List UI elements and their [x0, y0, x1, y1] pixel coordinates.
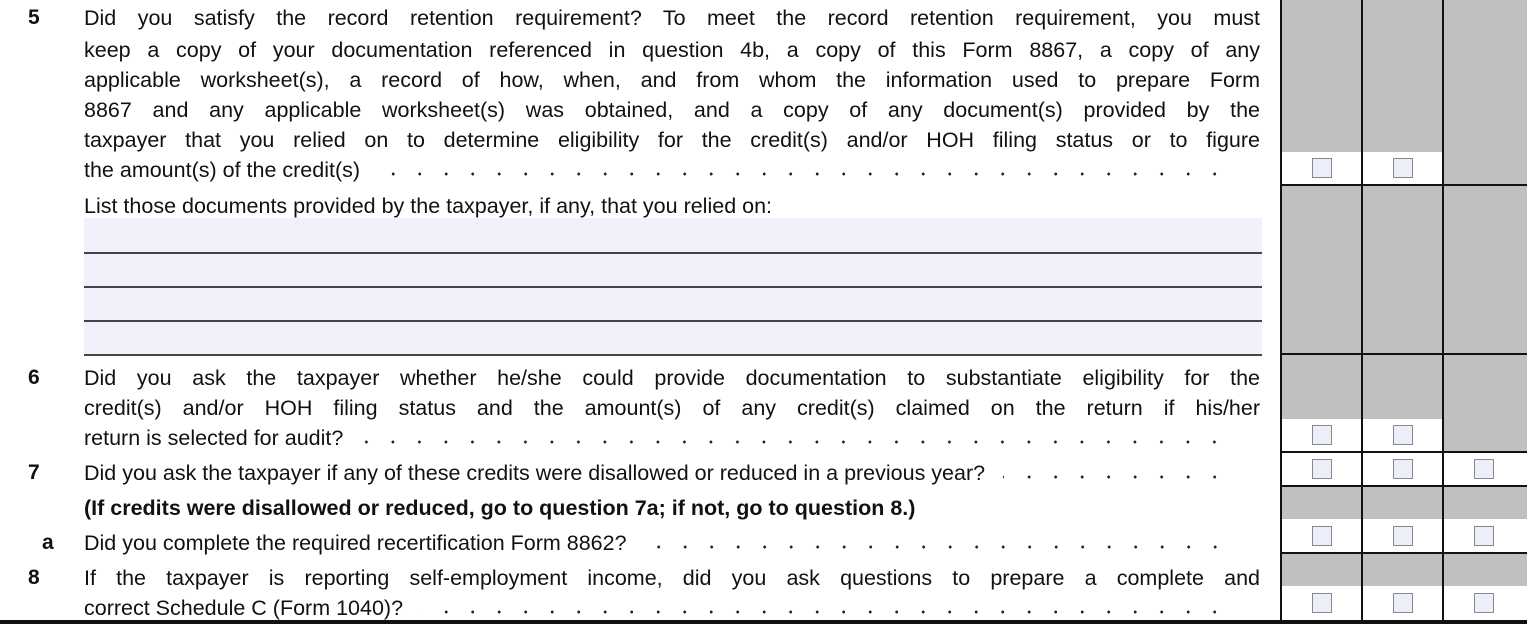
document-line-1[interactable] [84, 252, 1262, 254]
q5-checkbox-col1[interactable] [1312, 158, 1332, 178]
row-divider [1281, 184, 1527, 186]
q8-checkbox-col2[interactable] [1393, 593, 1413, 613]
document-line-4[interactable] [84, 354, 1262, 356]
question-6-last-line: return is selected for audit? [84, 423, 1260, 453]
shaded-answer-area [1281, 0, 1527, 620]
question-5-text-line: taxpayer that you relied on to determine… [84, 128, 1260, 152]
question-5-text-line: Did you satisfy the record retention req… [84, 6, 1260, 30]
row-divider [1281, 353, 1527, 355]
leader-dots [361, 439, 1228, 445]
document-line-3[interactable] [84, 320, 1262, 322]
question-7-instruction: (If credits were disallowed or reduced, … [84, 496, 916, 520]
leader-dots [1003, 474, 1228, 480]
q7a-checkbox-col2[interactable] [1393, 526, 1413, 546]
q6-checkbox-col2[interactable] [1393, 425, 1413, 445]
question-8-number: 8 [28, 566, 40, 589]
question-5-number: 5 [28, 6, 40, 29]
question-7-text-line: Did you ask the taxpayer if any of these… [84, 461, 986, 485]
q7-checkbox-col1[interactable] [1312, 459, 1332, 479]
form-bottom-rule [0, 620, 1527, 624]
question-5-last-line: the amount(s) of the credit(s) [84, 155, 1260, 185]
question-6-text-line: Did you ask the taxpayer whether he/she … [84, 366, 1260, 390]
q7a-checkbox-col1[interactable] [1312, 526, 1332, 546]
question-5-text-line: the amount(s) of the credit(s) [84, 158, 361, 182]
q8-checkbox-col1[interactable] [1312, 593, 1332, 613]
question-7a-label: a [42, 531, 54, 554]
row-divider [1281, 451, 1527, 453]
q7a-checkbox-col3[interactable] [1474, 526, 1494, 546]
question-6-text-line: return is selected for audit? [84, 426, 344, 450]
question-8-last-line: correct Schedule C (Form 1040)? [84, 593, 1260, 623]
question-5-text-line: keep a copy of your documentation refere… [84, 38, 1260, 62]
column-divider [1361, 0, 1363, 620]
question-8-text-line: correct Schedule C (Form 1040)? [84, 596, 404, 620]
leader-dots [378, 171, 1228, 177]
documents-list-prompt: List those documents provided by the tax… [84, 194, 773, 218]
question-7a-text-line: Did you complete the required recertific… [84, 531, 627, 555]
question-6-number: 6 [28, 366, 40, 389]
leader-dots [644, 544, 1228, 550]
leader-dots [421, 609, 1228, 615]
q7-checkbox-col3[interactable] [1474, 459, 1494, 479]
q6-checkbox-col1[interactable] [1312, 425, 1332, 445]
question-7a-line: Did you complete the required recertific… [84, 528, 1260, 558]
question-7-line: Did you ask the taxpayer if any of these… [84, 458, 1260, 488]
question-6-text-line: credit(s) and/or HOH filing status and t… [84, 396, 1260, 420]
column-divider [1280, 0, 1282, 620]
question-8-text-line: If the taxpayer is reporting self-employ… [84, 566, 1260, 590]
documents-relied-on-field[interactable] [84, 218, 1262, 356]
row-divider [1281, 485, 1527, 487]
q7-checkbox-col2[interactable] [1393, 459, 1413, 479]
q5-checkbox-col2[interactable] [1393, 158, 1413, 178]
q8-checkbox-col3[interactable] [1474, 593, 1494, 613]
row-divider [1281, 552, 1527, 554]
question-5-text-line: 8867 and any applicable worksheet(s) was… [84, 98, 1260, 122]
question-5-text-line: applicable worksheet(s), a record of how… [84, 68, 1260, 92]
document-line-2[interactable] [84, 286, 1262, 288]
column-divider [1442, 0, 1444, 620]
question-7-number: 7 [28, 461, 40, 484]
